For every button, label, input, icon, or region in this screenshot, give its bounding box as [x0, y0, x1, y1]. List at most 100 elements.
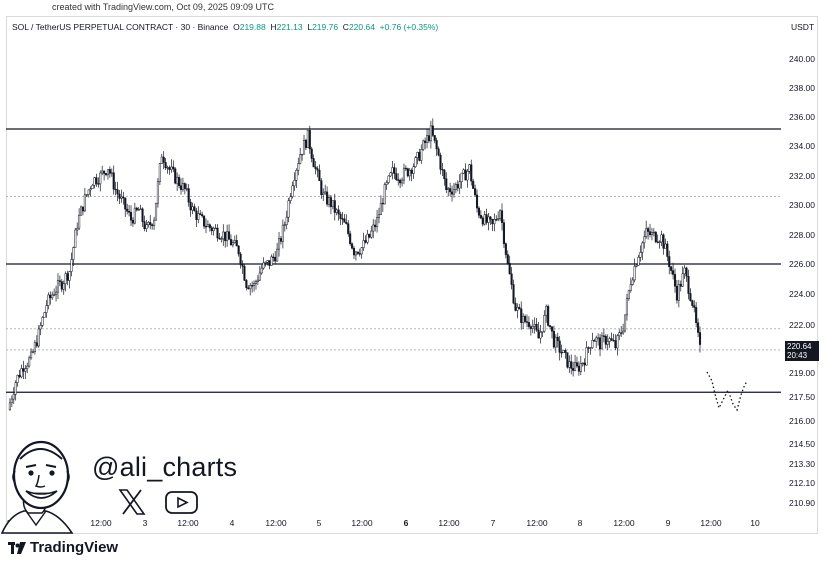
candle-body — [56, 280, 60, 293]
candle-body — [241, 264, 244, 267]
candle-body — [41, 317, 44, 326]
low-label: L — [307, 22, 313, 32]
candle-body — [475, 194, 479, 209]
candle-body — [585, 347, 588, 366]
candle-body — [568, 361, 571, 368]
candle-body — [660, 234, 663, 243]
candle-body — [362, 240, 365, 248]
candle-body — [347, 223, 350, 234]
candle-body — [427, 135, 431, 142]
candle-body — [462, 169, 465, 174]
candle-body — [401, 179, 404, 184]
symbol-title[interactable]: SOL / TetherUS PERPETUAL CONTRACT · 30 ·… — [12, 22, 229, 32]
y-tick-label: 226.00 — [789, 259, 815, 269]
candle-body — [464, 169, 467, 181]
candle-body — [83, 194, 86, 212]
y-tick-label: 213.30 — [789, 459, 815, 469]
candle-body — [356, 251, 359, 254]
candle-body — [327, 197, 331, 205]
candle-body — [164, 162, 167, 169]
y-tick-label: 228.00 — [789, 230, 815, 240]
candle-body — [131, 219, 134, 224]
close-label: C — [342, 22, 349, 32]
candle-body — [575, 362, 579, 367]
candle-body — [447, 188, 450, 190]
candle-body — [485, 214, 488, 223]
candle-body — [312, 158, 315, 168]
candle-body — [591, 340, 594, 348]
candle-body — [301, 153, 304, 156]
candle-body — [418, 152, 421, 161]
candle-body — [287, 200, 290, 218]
candle-body — [147, 222, 150, 225]
candle-body — [22, 368, 25, 372]
candle-body — [474, 188, 477, 196]
candle-body — [666, 243, 669, 257]
candle-body — [116, 189, 119, 195]
candle-body — [218, 237, 221, 240]
candle-body — [658, 241, 661, 243]
candle-body — [135, 207, 138, 211]
candle-body — [60, 281, 63, 290]
candle-body — [604, 335, 607, 345]
x-icon[interactable] — [118, 489, 146, 515]
candle-body — [691, 300, 694, 306]
x-tick-label: 12:00 — [265, 518, 287, 528]
candle-body — [277, 238, 281, 250]
candle-body — [35, 342, 38, 347]
candle-body — [424, 140, 427, 143]
candle-body — [518, 307, 521, 310]
candle-body — [622, 330, 625, 334]
youtube-icon[interactable] — [165, 491, 198, 514]
y-tick-label: 224.00 — [789, 289, 815, 299]
candle-body — [610, 338, 613, 341]
candle-body — [572, 368, 575, 371]
candle-body — [141, 208, 144, 222]
tradingview-logo-icon — [8, 541, 26, 555]
avatar — [0, 440, 74, 534]
candle-body — [170, 166, 173, 170]
candle-body — [397, 179, 400, 181]
x-tick-label: 12:00 — [177, 518, 199, 528]
candle-body — [583, 362, 586, 366]
candle-body — [360, 247, 363, 255]
candle-body — [458, 181, 461, 189]
y-tick-label: 222.00 — [789, 320, 815, 330]
tradingview-brand[interactable]: TradingView — [8, 539, 118, 556]
candle-body — [210, 227, 213, 232]
candle-body — [558, 340, 561, 353]
candle-body — [416, 152, 419, 158]
candle-body — [531, 326, 534, 329]
x-axis-ticks: 2:0012:00312:00412:00512:00612:00712:008… — [7, 518, 760, 528]
candle-body — [229, 239, 233, 246]
candle-body — [441, 169, 444, 171]
currency-label[interactable]: USDT — [791, 22, 815, 32]
candle-body — [547, 306, 550, 326]
candles — [8, 118, 702, 411]
bar-countdown: 20:43 — [787, 351, 808, 360]
candle-body — [664, 243, 667, 249]
candle-body — [129, 212, 133, 221]
candle-body — [310, 148, 313, 159]
candle-body — [648, 231, 652, 235]
candle-body — [89, 188, 92, 191]
candle-body — [608, 338, 611, 342]
candle-body — [629, 284, 632, 291]
candle-body — [399, 179, 402, 184]
candle-body — [672, 270, 675, 275]
candle-body — [268, 260, 271, 266]
low-value: 219.76 — [312, 22, 339, 32]
candle-body — [364, 240, 367, 243]
candle-body — [274, 257, 277, 262]
candle-body — [8, 402, 11, 411]
candle-body — [414, 157, 417, 167]
candle-body — [66, 273, 69, 281]
candle-body — [208, 224, 211, 228]
candle-body — [212, 228, 215, 232]
candle-body — [45, 305, 48, 313]
y-tick-label: 216.00 — [789, 416, 815, 426]
candle-body — [525, 321, 529, 323]
candle-body — [635, 264, 638, 267]
candle-body — [556, 336, 559, 342]
